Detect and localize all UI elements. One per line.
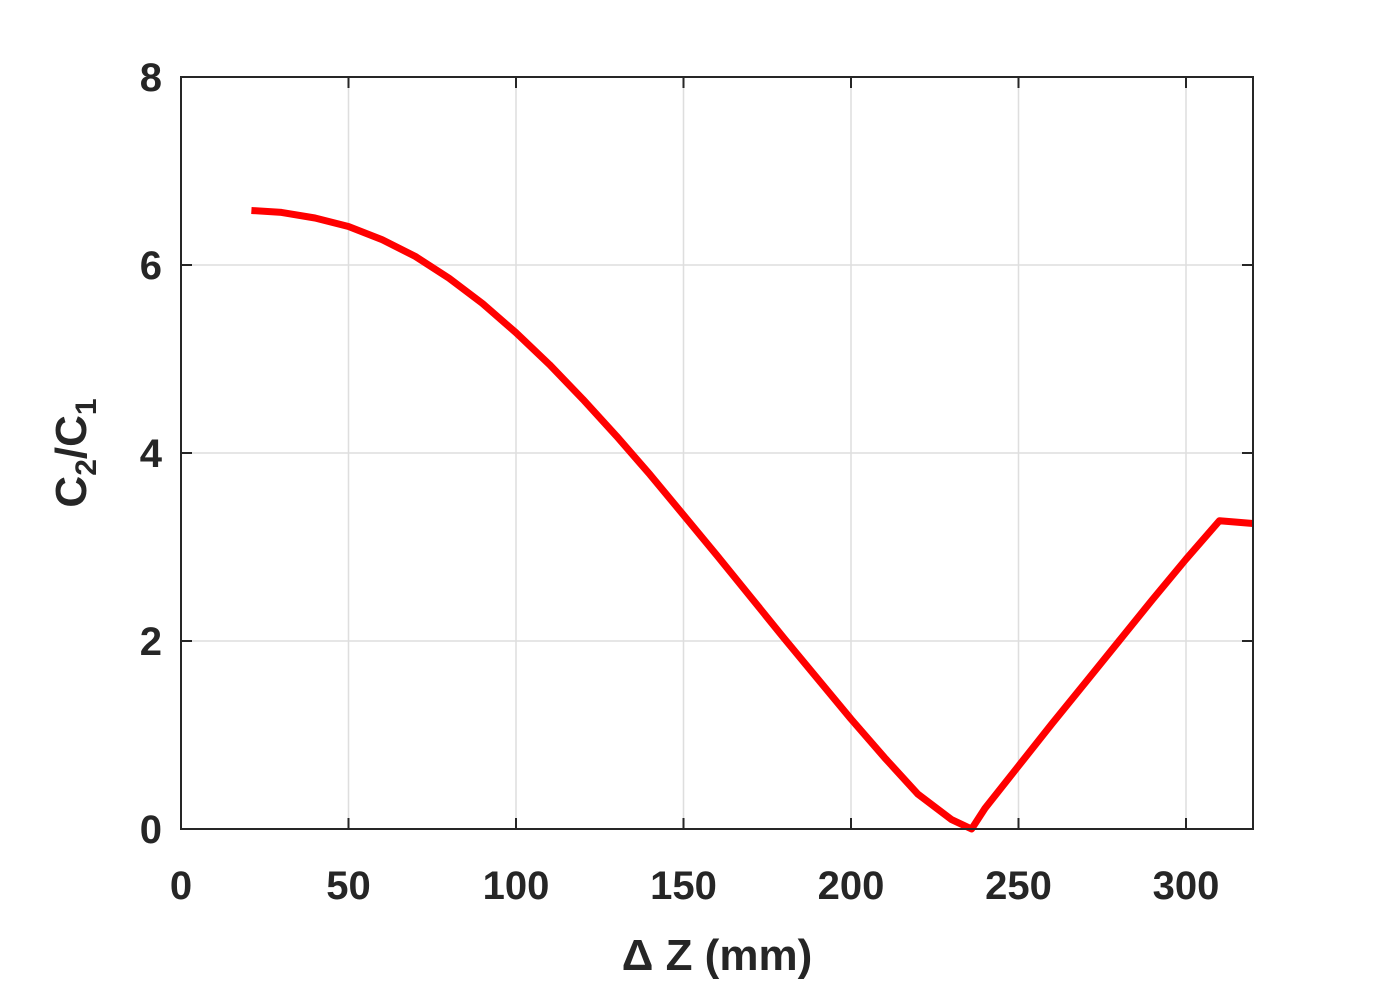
x-tick-label: 250 [985, 864, 1052, 908]
x-axis-title: Δ Z (mm) [622, 931, 813, 980]
y-tick-label: 6 [140, 244, 162, 288]
y-axis-title-sub-2: 2 [70, 459, 103, 476]
x-tick-label: 150 [650, 864, 717, 908]
y-tick-label: 4 [140, 432, 163, 476]
y-axis-title-c2: C [47, 476, 96, 508]
y-tick-label: 8 [140, 56, 162, 100]
x-tick-label: 0 [170, 864, 192, 908]
y-tick-label: 0 [140, 808, 162, 852]
grid [181, 77, 1253, 829]
y-axis-title-sub-1: 1 [70, 398, 103, 415]
series-line [251, 211, 1253, 830]
y-axis-title: C2/C1 [47, 398, 103, 507]
y-tick-label: 2 [140, 620, 162, 664]
x-tick-label: 50 [326, 864, 371, 908]
x-tick-label: 300 [1153, 864, 1220, 908]
x-tick-label: 200 [818, 864, 885, 908]
y-axis-title-slash-c1: /C [47, 415, 96, 459]
x-tick-label: 100 [483, 864, 550, 908]
tick-labels: 0 50 100 150 200 250 300 0 2 4 6 8 [140, 56, 1220, 908]
series-layer [251, 211, 1253, 830]
